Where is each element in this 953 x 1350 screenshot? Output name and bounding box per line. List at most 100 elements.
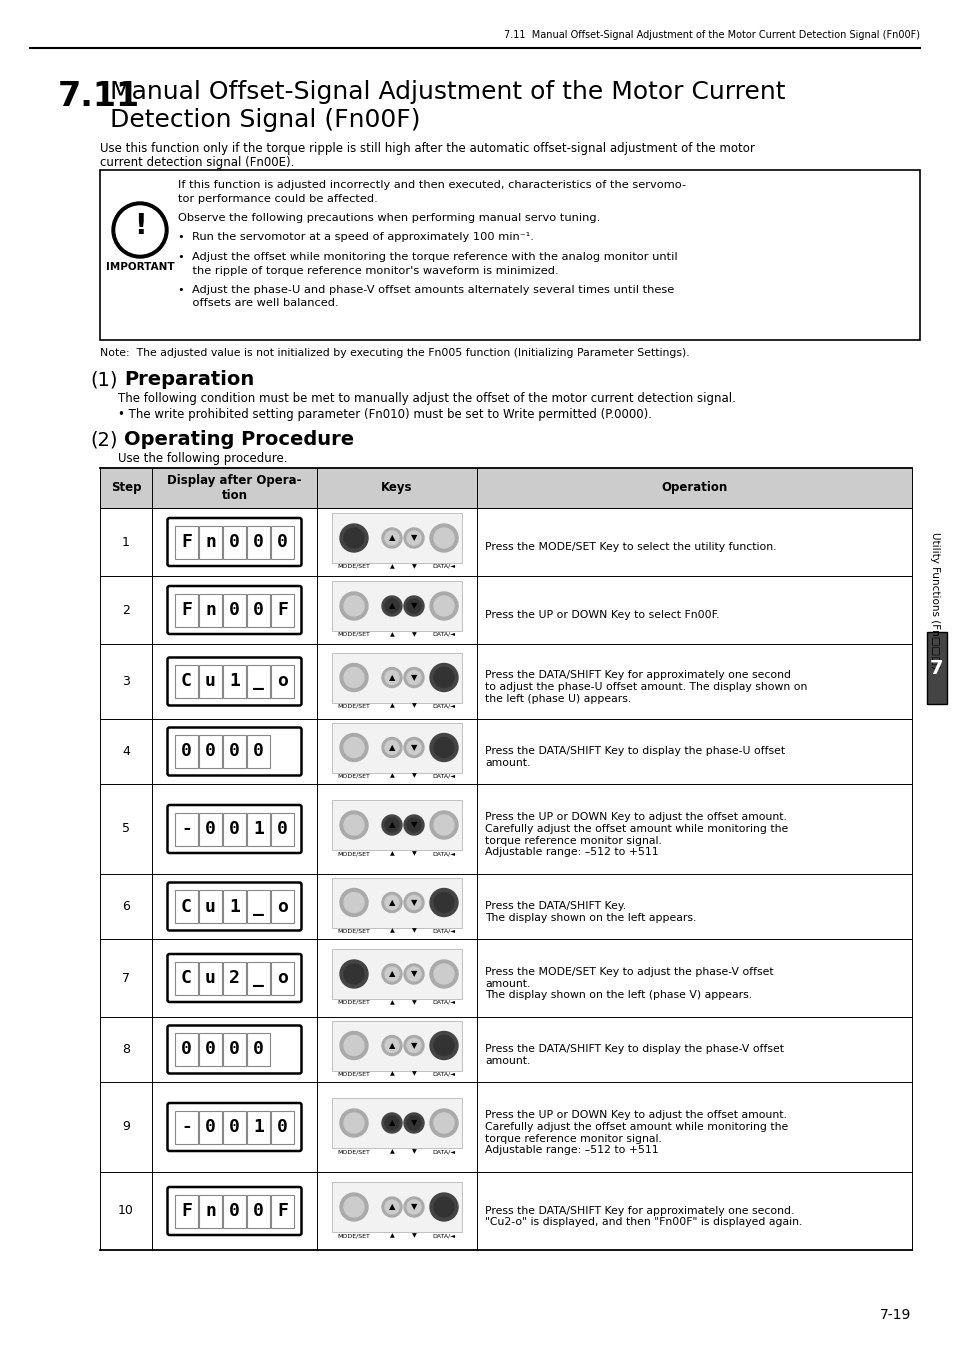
Circle shape (381, 1197, 401, 1216)
Text: 0: 0 (205, 819, 215, 838)
Text: ▲: ▲ (389, 632, 394, 637)
Circle shape (434, 964, 454, 984)
Circle shape (339, 663, 368, 691)
FancyBboxPatch shape (247, 594, 270, 626)
FancyBboxPatch shape (223, 813, 246, 845)
Text: ▲: ▲ (389, 1233, 394, 1238)
Text: ▼: ▼ (411, 564, 416, 568)
Circle shape (407, 1038, 420, 1053)
Text: -: - (181, 1118, 192, 1135)
Text: Press the UP or DOWN Key to select Fn00F.: Press the UP or DOWN Key to select Fn00F… (484, 610, 719, 620)
Text: DATA/◄: DATA/◄ (432, 1072, 455, 1076)
Text: Press the UP or DOWN Key to adjust the offset amount.
Carefully adjust the offse: Press the UP or DOWN Key to adjust the o… (484, 1111, 787, 1156)
FancyBboxPatch shape (223, 666, 246, 698)
Text: ▲: ▲ (389, 703, 394, 709)
Circle shape (403, 964, 423, 984)
Circle shape (339, 960, 368, 988)
Circle shape (344, 815, 364, 836)
Text: ▲: ▲ (388, 743, 395, 752)
Circle shape (344, 737, 364, 757)
Text: Press the DATA/SHIFT Key to display the phase-U offset
amount.: Press the DATA/SHIFT Key to display the … (484, 747, 784, 768)
FancyBboxPatch shape (199, 525, 222, 559)
FancyBboxPatch shape (174, 594, 198, 626)
Circle shape (385, 895, 398, 910)
Circle shape (385, 967, 398, 981)
Circle shape (344, 595, 364, 616)
Text: -: - (181, 819, 192, 838)
Text: MODE/SET: MODE/SET (337, 850, 370, 856)
FancyBboxPatch shape (168, 586, 301, 634)
Bar (926, 632, 946, 703)
Text: o: o (276, 672, 288, 690)
Text: Press the DATA/SHIFT Key.
The display shown on the left appears.: Press the DATA/SHIFT Key. The display sh… (484, 900, 696, 922)
FancyBboxPatch shape (168, 954, 301, 1002)
Circle shape (407, 741, 420, 755)
Text: MODE/SET: MODE/SET (337, 632, 370, 637)
Text: Operation: Operation (660, 482, 727, 494)
Circle shape (430, 960, 457, 988)
Bar (100, 468, 911, 508)
FancyBboxPatch shape (271, 666, 294, 698)
Text: ▲: ▲ (388, 1203, 395, 1211)
Text: MODE/SET: MODE/SET (337, 774, 370, 779)
Text: 1: 1 (229, 898, 240, 915)
Text: ▲: ▲ (388, 969, 395, 979)
FancyBboxPatch shape (199, 594, 222, 626)
Text: ▲: ▲ (388, 602, 395, 610)
Text: MODE/SET: MODE/SET (337, 929, 370, 933)
Text: ▼: ▼ (411, 1072, 416, 1076)
Text: tor performance could be affected.: tor performance could be affected. (178, 193, 377, 204)
Text: If this function is adjusted incorrectly and then executed, characteristics of t: If this function is adjusted incorrectly… (178, 180, 685, 190)
Text: 0: 0 (181, 1041, 192, 1058)
Text: F: F (276, 1202, 288, 1220)
FancyBboxPatch shape (199, 734, 222, 768)
Text: 0: 0 (229, 743, 240, 760)
Circle shape (344, 1197, 364, 1216)
Text: o: o (276, 898, 288, 915)
Text: 0: 0 (229, 1118, 240, 1135)
Text: Press the DATA/SHIFT Key for approximately one second.
"Cu2-o" is displayed, and: Press the DATA/SHIFT Key for approximate… (484, 1206, 801, 1227)
Circle shape (385, 599, 398, 613)
Bar (332, 652, 461, 702)
Text: !: ! (133, 212, 146, 240)
FancyBboxPatch shape (174, 666, 198, 698)
Circle shape (403, 595, 423, 616)
Text: ▲: ▲ (389, 1000, 394, 1004)
Bar (332, 949, 461, 999)
FancyBboxPatch shape (199, 961, 222, 995)
Bar (332, 722, 461, 772)
Text: ▼: ▼ (411, 674, 416, 682)
Text: Press the MODE/SET Key to adjust the phase-V offset
amount.
The display shown on: Press the MODE/SET Key to adjust the pha… (484, 967, 773, 1000)
Text: Display after Opera-
tion: Display after Opera- tion (167, 474, 301, 502)
Bar (332, 1021, 461, 1071)
FancyBboxPatch shape (168, 805, 301, 853)
Text: MODE/SET: MODE/SET (337, 1072, 370, 1076)
FancyBboxPatch shape (223, 734, 246, 768)
Text: 7: 7 (929, 659, 943, 678)
Text: ▼: ▼ (411, 743, 416, 752)
Text: 0: 0 (253, 533, 264, 551)
Circle shape (381, 1112, 401, 1133)
Text: MODE/SET: MODE/SET (337, 1149, 370, 1154)
FancyBboxPatch shape (247, 1111, 270, 1143)
Text: 1: 1 (122, 536, 130, 548)
FancyBboxPatch shape (247, 1033, 270, 1066)
FancyBboxPatch shape (174, 734, 198, 768)
Text: offsets are well balanced.: offsets are well balanced. (178, 298, 338, 309)
FancyBboxPatch shape (168, 728, 301, 775)
Circle shape (381, 1035, 401, 1056)
Circle shape (434, 1197, 454, 1216)
Circle shape (344, 528, 364, 548)
Text: DATA/◄: DATA/◄ (432, 850, 455, 856)
Text: MODE/SET: MODE/SET (337, 564, 370, 568)
Text: DATA/◄: DATA/◄ (432, 1233, 455, 1238)
Text: ▼: ▼ (411, 533, 416, 543)
Text: ▲: ▲ (388, 1119, 395, 1127)
Text: F: F (181, 601, 192, 620)
Circle shape (339, 733, 368, 761)
Bar (332, 1098, 461, 1148)
Text: Use the following procedure.: Use the following procedure. (118, 452, 287, 464)
FancyBboxPatch shape (168, 518, 301, 566)
Circle shape (434, 1112, 454, 1133)
Text: Press the MODE/SET Key to select the utility function.: Press the MODE/SET Key to select the uti… (484, 541, 776, 552)
